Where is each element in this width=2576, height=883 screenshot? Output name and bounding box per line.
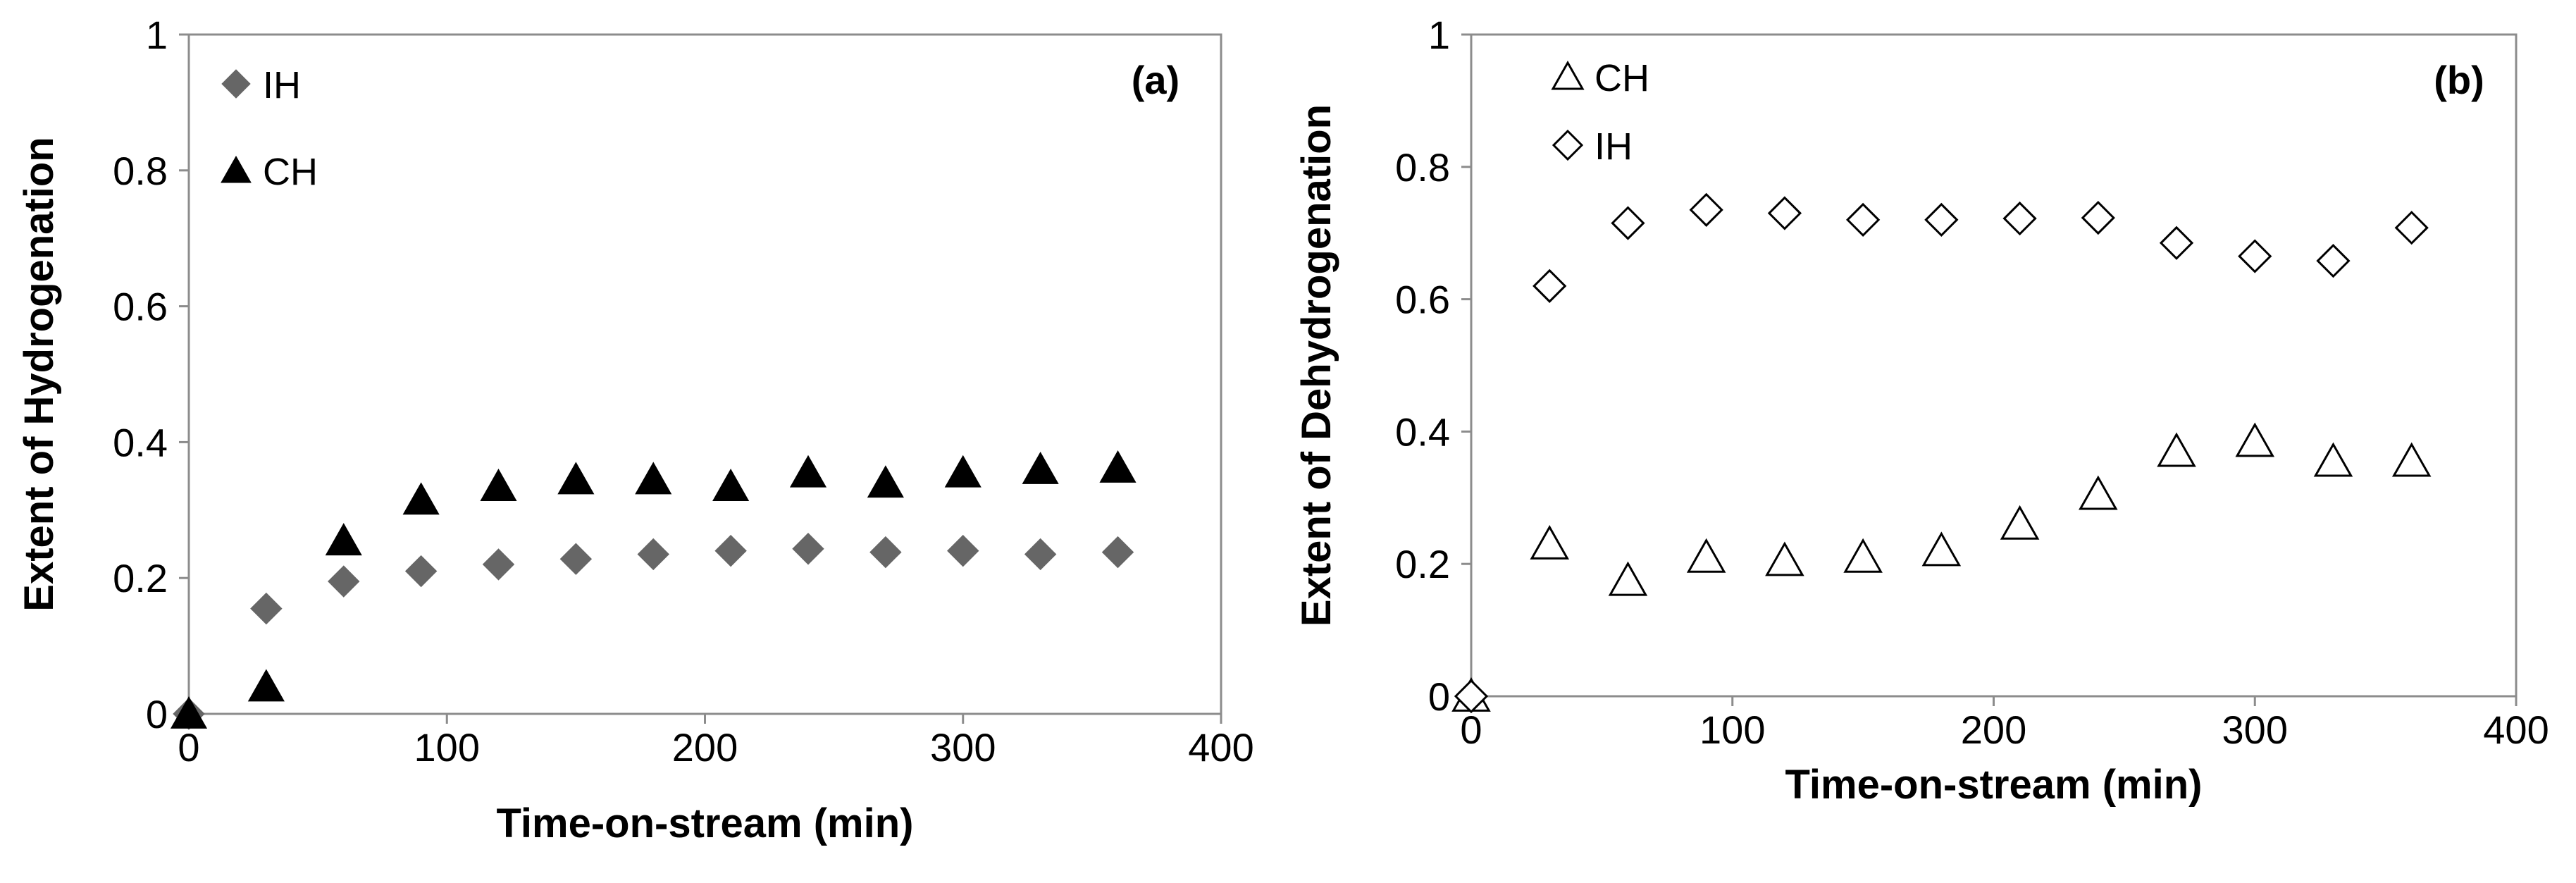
data-point-ih [2002, 201, 2037, 236]
x-axis-title: Time-on-stream (min) [1785, 762, 2203, 808]
legend-ch-marker [1551, 60, 1585, 90]
data-point-ch [402, 482, 440, 515]
data-point-ch [2079, 475, 2118, 510]
series-ch [170, 450, 1137, 729]
legend-ch-marker [221, 155, 252, 183]
data-point-ch [1099, 450, 1137, 483]
data-point-ih [1101, 536, 1134, 569]
data-point-ch [325, 523, 362, 556]
series-ih [173, 533, 1134, 730]
data-point-ih [1532, 268, 1567, 303]
data-point-ch [1022, 451, 1059, 484]
data-point-ch [480, 469, 517, 501]
y-tick-label: 0.8 [113, 149, 168, 193]
y-tick-label: 0.6 [1395, 278, 1450, 322]
panel-a: 0 0.2 0.4 0.6 0.8 1 0 100 200 300 400 Time-on-strea… [16, 13, 1254, 846]
y-tick-label: 0.4 [1395, 409, 1450, 454]
data-point-ih [250, 592, 283, 625]
data-point-ih [869, 536, 902, 569]
data-point-ih [1767, 196, 1802, 230]
series-ch [1451, 422, 2432, 712]
x-tick-label: 300 [2222, 708, 2288, 752]
data-point-ch [2157, 432, 2196, 467]
data-point-ih [1454, 679, 1489, 714]
data-point-ch [1843, 538, 1883, 573]
x-tick-label: 100 [1699, 708, 1765, 752]
data-point-ch [1530, 524, 1570, 560]
legend-ih-label: IH [1594, 125, 1633, 168]
data-point-ch [2313, 442, 2353, 477]
y-tick-label: 0.6 [113, 285, 168, 329]
data-point-ch [867, 465, 904, 498]
x-tick-label: 400 [1188, 725, 1253, 770]
data-point-ih [328, 565, 360, 598]
data-point-ch [944, 455, 982, 488]
data-point-ch [247, 669, 285, 702]
x-tick-label: 200 [672, 725, 738, 770]
data-point-ih [2159, 226, 2194, 260]
panel-b: 0 0.2 0.4 0.6 0.8 1 0 100 200 300 400 Time-on-strea… [1294, 13, 2549, 808]
legend-ih-marker [221, 69, 251, 99]
x-axis-title: Time-on-stream (min) [497, 801, 914, 846]
plot-frame [187, 33, 1222, 715]
y-tick-label: 0.4 [113, 420, 168, 464]
series-ih [1454, 192, 2429, 714]
data-point-ih [1924, 202, 1959, 237]
data-point-ih [714, 534, 747, 567]
y-tick-label: 0.2 [113, 556, 168, 600]
data-point-ch [170, 696, 208, 729]
data-point-ch [2235, 422, 2275, 457]
legend-ch-label: CH [263, 151, 318, 193]
data-point-ih [404, 555, 438, 588]
data-point-ch [557, 462, 595, 495]
legend-ih-label: IH [263, 64, 301, 106]
x-tick-label: 0 [1460, 708, 1482, 752]
y-tick-label: 1 [146, 13, 168, 57]
data-point-ch [2000, 505, 2040, 540]
data-point-ih [1689, 192, 1723, 227]
data-point-ih [2081, 200, 2115, 235]
x-tick-label: 300 [930, 725, 996, 770]
y-tick-label: 0.8 [1395, 145, 1450, 190]
x-tick-label: 0 [178, 725, 199, 770]
data-point-ih [2316, 244, 2351, 278]
data-point-ch [635, 462, 672, 495]
data-point-ch [712, 469, 750, 501]
panel-label: (a) [1132, 58, 1179, 102]
data-point-ih [1846, 202, 1881, 237]
data-point-ih [1611, 206, 1645, 240]
data-point-ch [1765, 541, 1804, 576]
data-point-ih [559, 543, 593, 575]
x-tick-label: 400 [2483, 708, 2549, 752]
data-point-ih [2238, 239, 2272, 273]
x-tick-label: 100 [414, 725, 480, 770]
x-tick-label: 200 [1961, 708, 2026, 752]
y-axis-title: Extent of Dehydrogenation [1294, 104, 1339, 626]
panel-label: (b) [2434, 58, 2484, 102]
data-point-ih [947, 534, 979, 567]
data-point-ch [789, 455, 827, 488]
data-point-ih [637, 538, 669, 571]
y-tick-label: 0.2 [1395, 542, 1450, 586]
y-tick-label: 0 [146, 692, 168, 736]
y-tick-label: 1 [1428, 13, 1450, 57]
data-point-ih [792, 533, 824, 565]
data-point-ch [1608, 561, 1648, 596]
y-axis-title: Extent of Hydrogenation [16, 137, 62, 611]
data-point-ch [2391, 442, 2432, 477]
data-point-ih [482, 548, 515, 581]
legend-ih-marker [1552, 129, 1584, 161]
y-tick-label: 0 [1428, 674, 1450, 719]
legend-ch-label: CH [1594, 57, 1649, 99]
data-point-ch [1921, 531, 1962, 567]
data-point-ch [1686, 538, 1726, 573]
data-point-ih [1024, 538, 1057, 571]
data-point-ih [2394, 211, 2429, 245]
